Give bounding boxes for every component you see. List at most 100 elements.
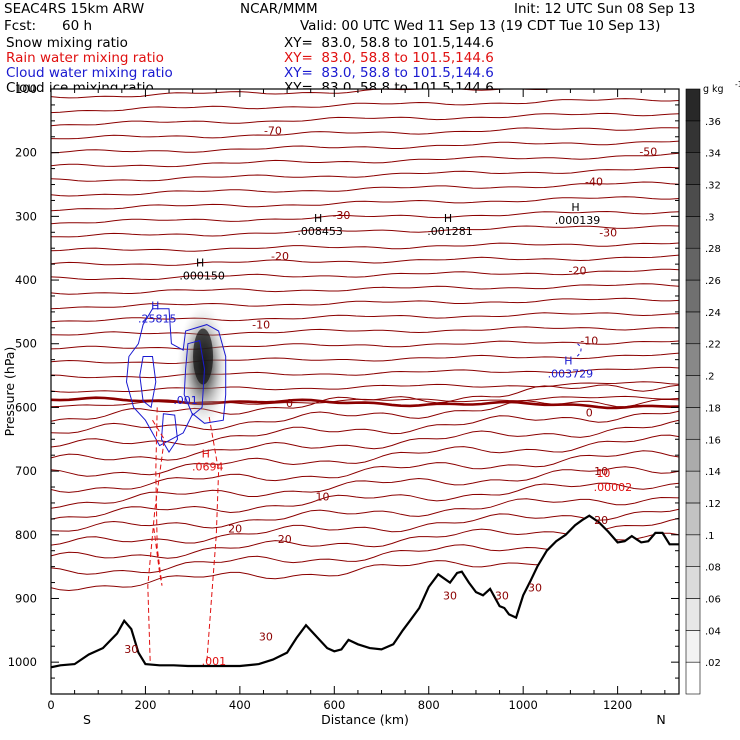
- colorbar-tick-label: .22: [705, 340, 721, 351]
- colorbar-bin: [685, 247, 701, 281]
- field-cloud-water-xy: XY= 83.0, 58.8 to 101.5,144.6: [284, 65, 494, 81]
- isotherm-label: -30: [332, 209, 350, 222]
- terrain-fill: [51, 515, 679, 694]
- colorbar-bin: [685, 120, 701, 153]
- colorbar-tick-label: .26: [705, 276, 721, 287]
- isotherm-label: -40: [585, 175, 603, 188]
- y-tick-label: 500: [15, 337, 37, 351]
- contour-label: .00002: [594, 481, 633, 494]
- isotherm-line: [51, 127, 679, 140]
- isotherm-line: [51, 140, 679, 154]
- colorbar-bin: [685, 438, 701, 472]
- isotherm-line: [51, 166, 679, 182]
- terrain-line: [51, 514, 679, 669]
- isotherm-line: [51, 410, 679, 448]
- colorbar-tick-label: .18: [705, 403, 721, 414]
- y-tick-label: 800: [15, 528, 37, 542]
- isotherm-line: [51, 340, 679, 350]
- isotherm-line: [51, 210, 679, 225]
- cloud-water-contour: [139, 356, 157, 409]
- colorbar-unit-exponent: -1: [735, 80, 740, 89]
- isotherm-label: 30: [124, 643, 138, 656]
- isotherm-line: [51, 312, 679, 323]
- isotherm-label: 0: [286, 397, 293, 410]
- x-tick-label: 1000: [509, 698, 538, 712]
- isotherm-line: [51, 381, 679, 393]
- contour-label: .001: [173, 394, 198, 407]
- isotherm-label: -10: [580, 335, 598, 348]
- isotherm-label: 10: [316, 491, 330, 504]
- y-tick-label: 100: [15, 82, 37, 96]
- colorbar-bin: [685, 502, 701, 536]
- y-axis-label: Pressure (hPa): [2, 347, 17, 437]
- forecast-label: Fcst:: [4, 18, 37, 34]
- colorbar-tick-label: .06: [705, 594, 721, 605]
- x-tick-label: 400: [229, 698, 251, 712]
- y-tick-label: 700: [15, 464, 37, 478]
- x-tick-label: 200: [134, 698, 156, 712]
- isotherm-label: 30: [528, 582, 542, 595]
- isotherm-label: -10: [252, 319, 270, 332]
- y-tick-label: 400: [15, 273, 37, 287]
- colorbar-bin: [685, 343, 701, 376]
- extremum-marker: H: [564, 355, 572, 368]
- colorbar-tick-label: .3: [705, 212, 715, 223]
- extremum-marker: H: [444, 212, 452, 225]
- colorbar-bin: [685, 184, 701, 217]
- isotherm-line: [51, 268, 679, 281]
- contour-label: 10: [596, 467, 610, 480]
- extremum-marker: H: [196, 257, 204, 270]
- colorbar-tick-label: .16: [705, 435, 721, 446]
- isotherm-label: 30: [443, 589, 457, 602]
- colorbar-tick-label: .32: [705, 181, 721, 192]
- field-rain-name: Rain water mixing ratio: [6, 50, 164, 66]
- isotherm-line: [51, 196, 679, 212]
- colorbar-tick-label: .12: [705, 499, 721, 510]
- extremum-value: .000139: [555, 214, 601, 227]
- freezing-level-line: [51, 396, 679, 410]
- isotherm-line: [51, 384, 679, 422]
- isotherm-label: 30: [259, 631, 273, 644]
- contour-label: .001: [202, 655, 227, 668]
- colorbar-bin: [685, 566, 701, 599]
- x-tick-label: 600: [323, 698, 345, 712]
- y-tick-label: 1000: [8, 655, 37, 669]
- colorbar-bin: [685, 407, 701, 440]
- isotherm-line: [51, 352, 679, 365]
- north-end-label: N: [656, 712, 665, 727]
- extremum-value: .0694: [192, 461, 224, 474]
- extremum-value: .008453: [297, 225, 343, 238]
- extremum-value: .25815: [138, 312, 177, 325]
- extremum-marker: H: [571, 201, 579, 214]
- extremum-marker: H: [202, 448, 210, 461]
- forecast-hours: 60 h: [62, 18, 93, 34]
- colorbar-tick-label: .1: [705, 531, 715, 542]
- cloud-water-contour: [125, 308, 227, 447]
- isotherm-line: [51, 482, 679, 520]
- colorbar-bin: [685, 88, 701, 122]
- isotherm-line: [51, 496, 679, 532]
- extremum-value: .000150: [179, 270, 225, 283]
- x-axis-label: Distance (km): [321, 712, 409, 727]
- y-tick-label: 900: [15, 591, 37, 605]
- extremum-marker: H: [151, 299, 159, 312]
- isotherm-label: 10: [594, 465, 608, 478]
- colorbar-bin: [685, 152, 701, 185]
- colorbar-tick-label: .08: [705, 563, 721, 574]
- isotherm-label: 0: [586, 407, 593, 420]
- snow-mixing-ratio-max: [193, 328, 214, 385]
- isotherm-label: -20: [271, 250, 289, 263]
- isotherm-line: [51, 399, 679, 434]
- extremum-marker: H: [314, 212, 322, 225]
- x-tick-label: 800: [418, 698, 440, 712]
- field-snow-name: Snow mixing ratio: [6, 35, 128, 51]
- extremum-value: .001281: [427, 225, 473, 238]
- valid-time: Valid: 00 UTC Wed 11 Sep 13 (19 CDT Tue …: [300, 18, 661, 34]
- isotherm-label: 20: [278, 533, 292, 546]
- colorbar-tick-label: .14: [705, 467, 721, 478]
- colorbar-tick-label: .34: [705, 149, 721, 160]
- y-tick-label: 600: [15, 400, 37, 414]
- isotherm-label: 30: [495, 589, 509, 602]
- y-tick-label: 200: [15, 146, 37, 160]
- isotherm-line: [51, 297, 679, 310]
